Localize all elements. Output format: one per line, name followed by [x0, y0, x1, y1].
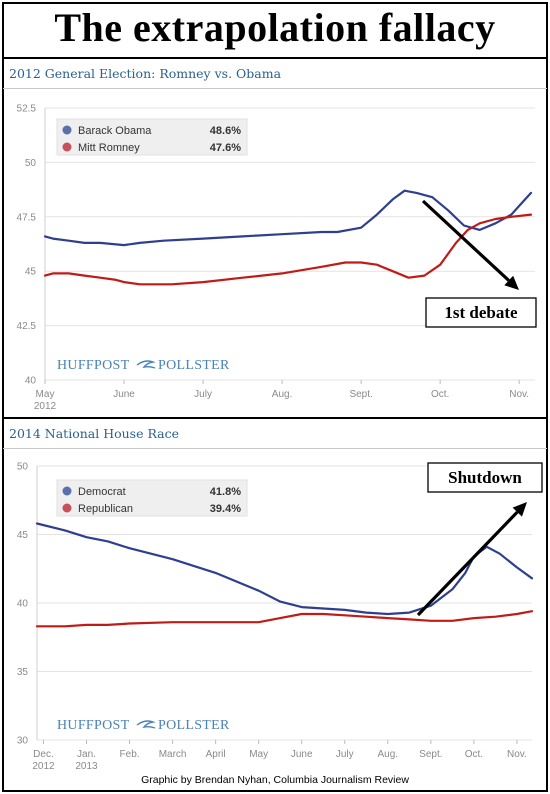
- x-tick-label: Nov.: [507, 749, 527, 760]
- legend-label: Democrat: [78, 486, 126, 498]
- brand-pollster: POLLSTER: [158, 718, 230, 733]
- annotation-arrow-head: [512, 502, 527, 517]
- legend-swatch: [62, 142, 72, 152]
- annotation-arrow-head: [504, 275, 519, 290]
- panel-divider: [3, 417, 547, 419]
- x-tick-label: Jan.: [77, 749, 96, 760]
- series-line-mitt-romney: [43, 213, 533, 286]
- legend-swatch: [62, 486, 72, 496]
- legend-value: 39.4%: [210, 503, 241, 515]
- x-tick-sublabel: 2012: [32, 761, 55, 772]
- brand-logo-mark: [136, 720, 156, 729]
- x-tick-label: Nov.: [509, 389, 529, 400]
- x-tick-label: Sept.: [419, 749, 442, 760]
- x-tick-label: Oct.: [431, 389, 449, 400]
- annotation-box: [425, 297, 537, 328]
- y-tick-label: 47.5: [17, 212, 37, 223]
- legend-label: Republican: [78, 503, 133, 515]
- x-tick-label: May: [36, 389, 55, 400]
- annotation-box: [427, 462, 543, 493]
- title-divider: [3, 57, 547, 59]
- y-tick-label: 35: [17, 667, 29, 678]
- legend-label: Barack Obama: [78, 125, 152, 137]
- brand-huffpost: HUFFPOST: [57, 718, 130, 733]
- y-tick-label: 45: [25, 267, 37, 278]
- x-tick-label: May: [249, 749, 268, 760]
- legend-box: [56, 118, 248, 156]
- panel-2-title: 2014 National House Race: [9, 426, 180, 441]
- annotation-arrow-shaft: [421, 199, 510, 282]
- y-tick-label: 50: [17, 462, 29, 473]
- legend-swatch: [62, 503, 72, 513]
- main-title: The extrapolation fallacy: [54, 5, 496, 50]
- panel-2-rule: [3, 448, 547, 449]
- x-tick-label: Sept.: [349, 389, 372, 400]
- series-line-barack-obama: [43, 189, 533, 247]
- x-tick-label: Feb.: [120, 749, 140, 760]
- x-tick-label: June: [291, 749, 313, 760]
- x-tick-sublabel: 2013: [75, 761, 98, 772]
- x-tick-label: April: [206, 749, 226, 760]
- series-line-republican: [35, 610, 534, 628]
- x-tick-label: March: [159, 749, 187, 760]
- x-tick-label: June: [113, 389, 135, 400]
- brand-huffpost: HUFFPOST: [57, 358, 130, 373]
- y-tick-label: 52.5: [17, 104, 37, 115]
- brand-logo-mark: [136, 360, 156, 369]
- x-tick-label: Dec.: [33, 749, 54, 760]
- y-tick-label: 45: [17, 530, 29, 541]
- legend-label: Mitt Romney: [78, 142, 140, 154]
- brand-pollster: POLLSTER: [158, 358, 230, 373]
- x-tick-sublabel: 2012: [34, 401, 57, 412]
- y-tick-label: 40: [17, 599, 29, 610]
- annotation-label: 1st debate: [444, 303, 518, 322]
- panel-1-rule: [3, 88, 547, 89]
- x-tick-label: Oct.: [465, 749, 483, 760]
- x-tick-label: Aug.: [378, 749, 399, 760]
- x-tick-label: July: [194, 389, 212, 400]
- y-tick-label: 40: [25, 376, 37, 387]
- legend-swatch: [62, 125, 72, 135]
- y-tick-label: 42.5: [17, 321, 37, 332]
- legend-value: 41.8%: [210, 486, 241, 498]
- series-line-democrat: [35, 522, 534, 616]
- x-tick-label: Aug.: [272, 389, 293, 400]
- panel-1-title: 2012 General Election: Romney vs. Obama: [9, 66, 282, 81]
- legend-value: 48.6%: [210, 125, 241, 137]
- x-tick-label: July: [336, 749, 354, 760]
- annotation-arrow-shaft: [416, 510, 519, 617]
- annotation-label: Shutdown: [448, 468, 522, 487]
- y-tick-label: 30: [17, 736, 29, 747]
- y-tick-label: 50: [25, 158, 37, 169]
- credit-line: Graphic by Brendan Nyhan, Columbia Journ…: [141, 774, 409, 786]
- legend-value: 47.6%: [210, 142, 241, 154]
- legend-box: [56, 479, 248, 517]
